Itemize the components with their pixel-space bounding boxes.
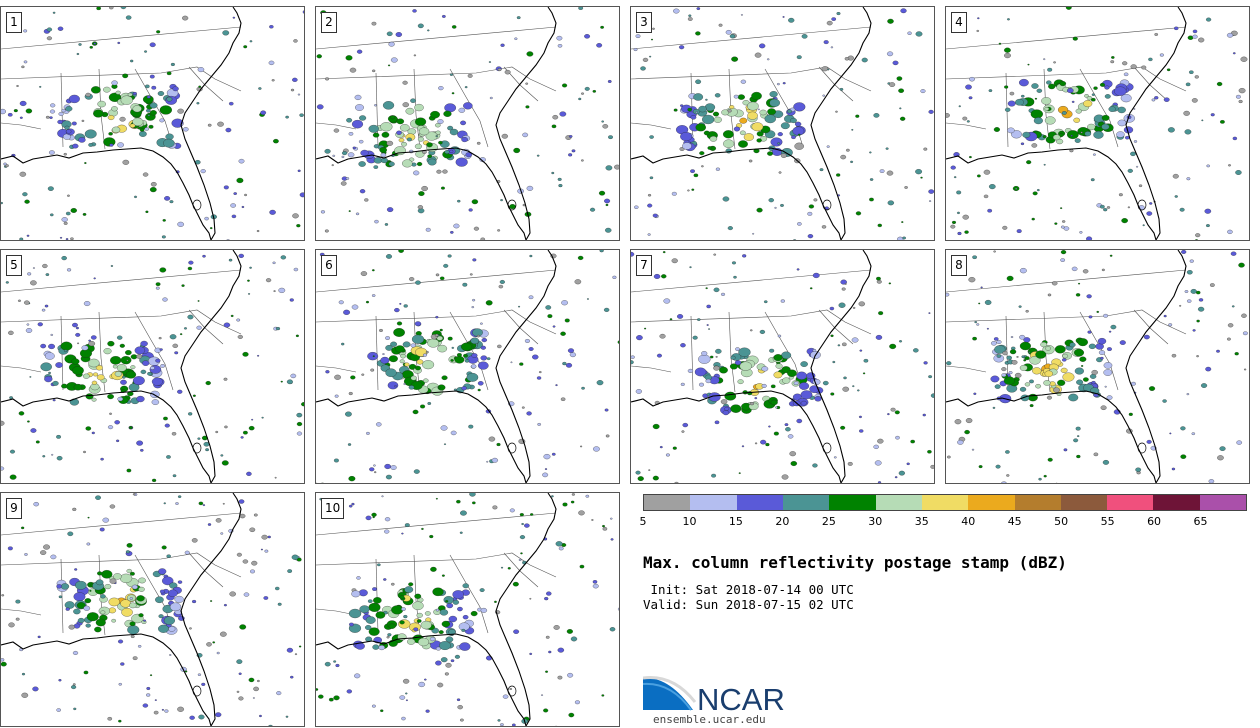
member-number-label: 2 — [321, 12, 337, 33]
reflectivity-map — [1, 7, 304, 240]
reflectivity-map — [1, 250, 304, 483]
colorbar-tick-label: 45 — [1007, 515, 1022, 528]
ensemble-member-panel: 4 — [945, 6, 1250, 241]
member-number-label: 9 — [6, 498, 22, 519]
ensemble-member-panel: 2 — [315, 6, 620, 241]
member-number-label: 1 — [6, 12, 22, 33]
ensemble-member-panel: 5 — [0, 249, 305, 484]
colorbar-tick-label: 30 — [868, 515, 883, 528]
colorbar-segment — [829, 495, 876, 510]
member-number-label: 10 — [321, 498, 345, 519]
ensemble-member-panel: 8 — [945, 249, 1250, 484]
member-number-label: 6 — [321, 255, 337, 276]
colorbar-tick-label: 65 — [1193, 515, 1208, 528]
colorbar-segment — [921, 495, 969, 510]
colorbar-tick-label: 60 — [1147, 515, 1162, 528]
colorbar-segment — [644, 495, 691, 510]
member-number-label: 8 — [951, 255, 967, 276]
reflectivity-map — [1, 493, 302, 726]
colorbar-segment — [736, 495, 783, 510]
colorbar-tick-label: 40 — [961, 515, 976, 528]
reflectivity-map — [631, 250, 934, 483]
colorbar-segment — [1107, 495, 1154, 510]
reflectivity-map — [946, 7, 1248, 240]
colorbar-segment — [968, 495, 1015, 510]
colorbar-tick-label: 55 — [1100, 515, 1115, 528]
colorbar-segment — [1199, 495, 1247, 510]
colorbar-tick-label: 50 — [1054, 515, 1069, 528]
colorbar-segment — [875, 495, 922, 510]
colorbar-tick-label: 20 — [775, 515, 790, 528]
colorbar-ticks: 5 10 15 20 25 30 35 40 45 50 55 60 65 — [639, 515, 1247, 529]
ncar-logo-text: NCAR — [697, 682, 785, 717]
colorbar-tick-label: 5 — [639, 515, 647, 528]
ncar-swoosh-icon — [643, 676, 697, 711]
ensemble-member-panel: 3 — [630, 6, 935, 241]
member-number-label: 3 — [636, 12, 652, 33]
ensemble-member-panel: 10 — [315, 492, 620, 727]
colorbar-tick-label: 25 — [821, 515, 836, 528]
reflectivity-map — [631, 7, 934, 240]
reflectivity-map — [316, 493, 619, 726]
colorbar-segment — [690, 495, 737, 510]
ensemble-member-panel: 6 — [315, 249, 620, 484]
reflectivity-colorbar — [643, 494, 1247, 511]
colorbar-tick-label: 35 — [914, 515, 929, 528]
reflectivity-map — [316, 250, 619, 483]
colorbar-tick-label: 15 — [728, 515, 743, 528]
ensemble-member-panel: 1 — [0, 6, 305, 241]
colorbar-tick-label: 10 — [682, 515, 697, 528]
init-time: Init: Sat 2018-07-14 00 UTC — [643, 582, 854, 597]
ncar-logo: NCAR ensemble.ucar.edu — [643, 672, 803, 728]
reflectivity-map — [316, 7, 619, 240]
ensemble-member-panel: 7 — [630, 249, 935, 484]
colorbar-segment — [1014, 495, 1061, 510]
figure-title: Max. column reflectivity postage stamp (… — [643, 553, 1067, 572]
ensemble-url: ensemble.ucar.edu — [653, 713, 766, 726]
member-number-label: 5 — [6, 255, 22, 276]
reflectivity-map — [946, 250, 1248, 483]
colorbar-segment — [782, 495, 830, 510]
colorbar-segment — [1153, 495, 1200, 510]
member-number-label: 7 — [636, 255, 652, 276]
member-number-label: 4 — [951, 12, 967, 33]
colorbar-segment — [1060, 495, 1108, 510]
valid-time: Valid: Sun 2018-07-15 02 UTC — [643, 597, 854, 612]
ensemble-member-panel: 9 — [0, 492, 305, 727]
